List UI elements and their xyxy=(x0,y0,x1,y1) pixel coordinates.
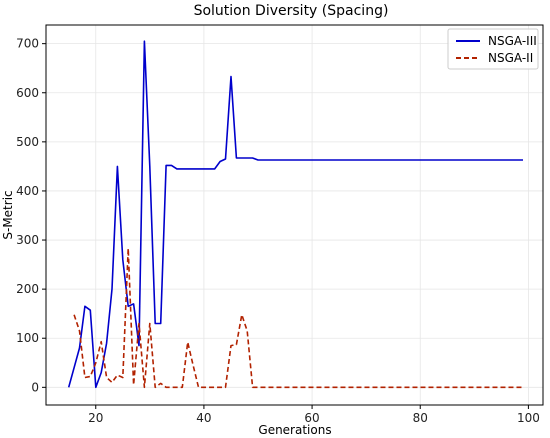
y-axis-label: S-Metric xyxy=(1,190,15,239)
y-tick-label: 0 xyxy=(31,380,39,394)
x-tick-label: 20 xyxy=(88,411,103,425)
chart-title: Solution Diversity (Spacing) xyxy=(194,3,389,19)
plot-area xyxy=(46,25,543,405)
legend: NSGA-III NSGA-II xyxy=(447,28,539,70)
series-group xyxy=(67,40,523,389)
y-tick-label: 600 xyxy=(16,86,39,100)
legend-box xyxy=(447,28,539,70)
legend-label-nsga-ii: NSGA-II xyxy=(488,51,533,65)
series-line-nsga-ii xyxy=(73,247,523,389)
series-line-nsga-iii xyxy=(67,40,523,389)
x-tick-label: 60 xyxy=(304,411,319,425)
legend-label-nsga-iii: NSGA-III xyxy=(488,34,537,48)
x-axis-label: Generations xyxy=(258,423,331,437)
y-tick-label: 200 xyxy=(16,282,39,296)
axis-ticks: 20 40 60 80 100 0 100 200 300 400 500 600 700 xyxy=(16,37,540,425)
y-tick-label: 300 xyxy=(16,233,39,247)
y-tick-label: 700 xyxy=(16,37,39,51)
y-tick-label: 400 xyxy=(16,184,39,198)
x-tick-label: 80 xyxy=(413,411,428,425)
y-tick-label: 500 xyxy=(16,135,39,149)
gridlines xyxy=(46,25,543,405)
x-tick-label: 100 xyxy=(517,411,540,425)
x-tick-label: 40 xyxy=(196,411,211,425)
y-tick-label: 100 xyxy=(16,331,39,345)
plot-frame xyxy=(45,24,544,406)
